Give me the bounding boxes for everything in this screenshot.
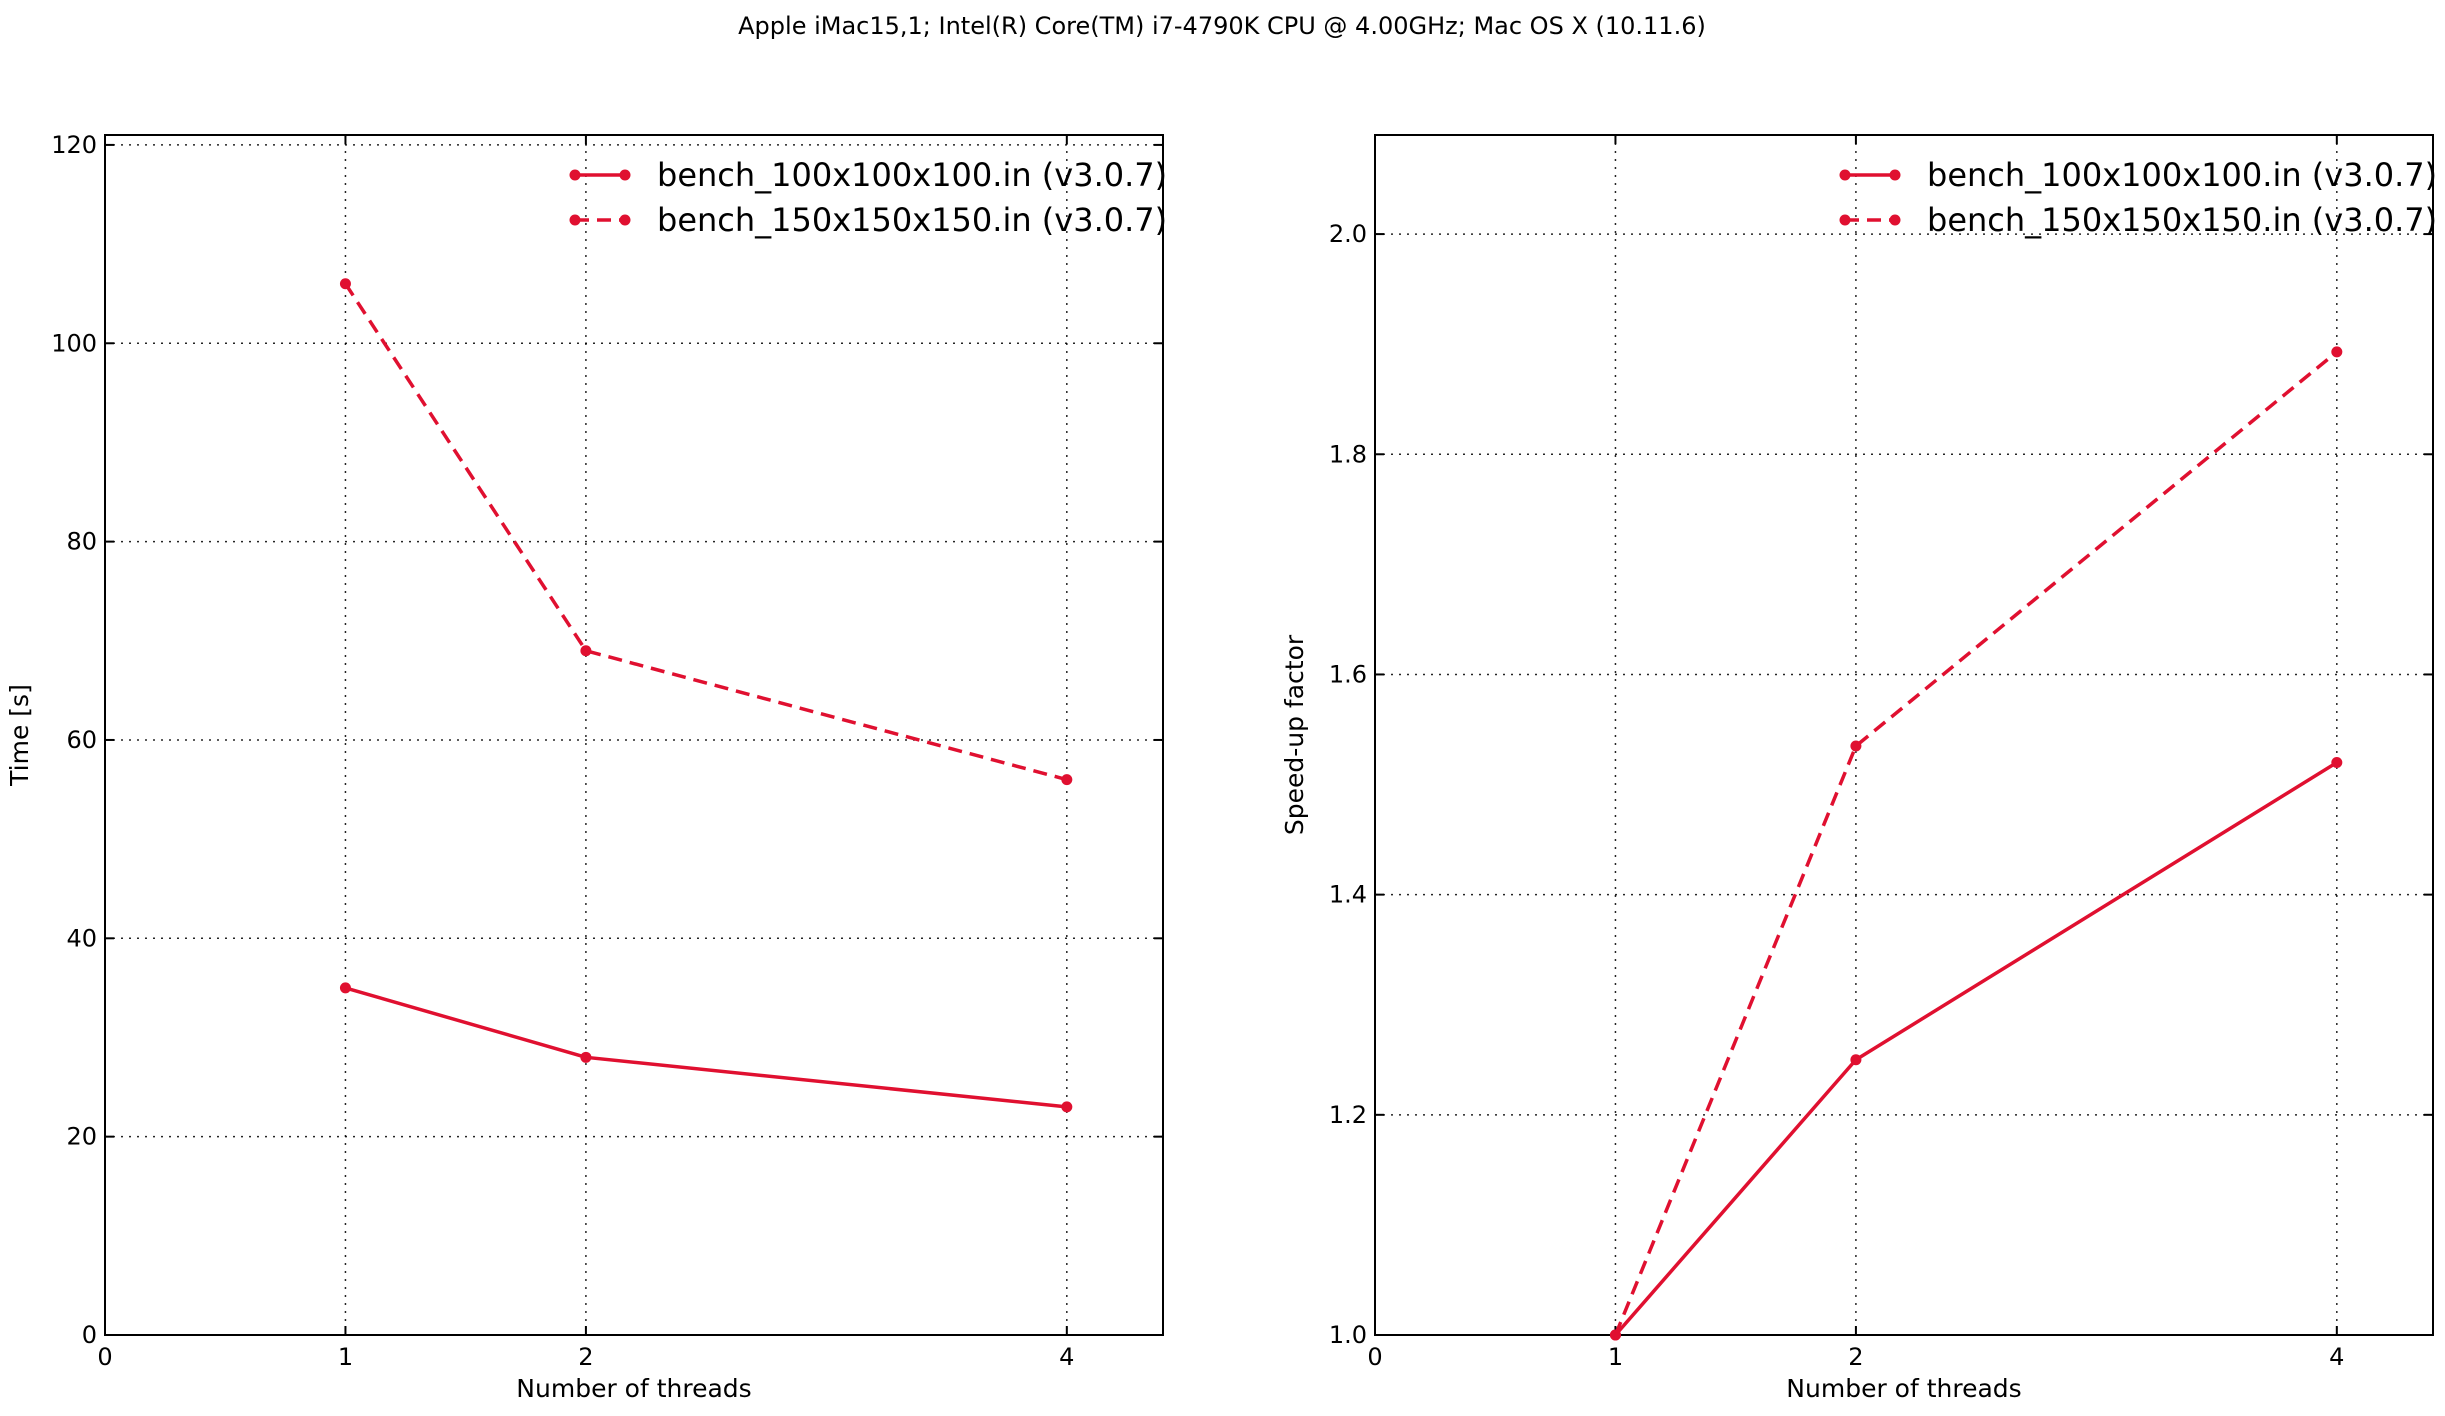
legend-swatch-marker (1889, 169, 1901, 181)
y-tick-label: 2.0 (1329, 220, 1367, 248)
data-point (2331, 346, 2343, 358)
y-tick-label: 120 (51, 131, 97, 159)
y-tick-label: 1.2 (1329, 1101, 1367, 1129)
legend-label: bench_100x100x100.in (v3.0.7) (657, 156, 1167, 194)
y-tick-label: 40 (66, 924, 97, 952)
y-tick-label: 1.8 (1329, 440, 1367, 468)
data-point (580, 1051, 592, 1063)
x-tick-label: 4 (2329, 1343, 2344, 1371)
data-point (1061, 1101, 1073, 1113)
legend-swatch-marker (619, 169, 631, 181)
y-tick-label: 80 (66, 528, 97, 556)
y-tick-label: 0 (82, 1321, 97, 1349)
legend-swatch-marker (1889, 214, 1901, 226)
y-tick-label: 1.0 (1329, 1321, 1367, 1349)
y-axis-label: Time [s] (5, 684, 34, 787)
x-tick-label: 4 (1059, 1343, 1074, 1371)
axes-frame (104, 134, 1164, 1336)
y-tick-label: 1.6 (1329, 660, 1367, 688)
y-tick-label: 20 (66, 1123, 97, 1151)
legend-swatch-marker (569, 169, 581, 181)
y-tick-label: 60 (66, 726, 97, 754)
legend-swatch-marker (619, 214, 631, 226)
y-axis-label: Speed-up factor (1280, 634, 1309, 835)
data-point (2331, 757, 2343, 769)
x-tick-label: 0 (1367, 1343, 1382, 1371)
data-point (1609, 1329, 1621, 1341)
series-line-1 (343, 282, 1068, 782)
x-tick-label: 0 (97, 1343, 112, 1371)
y-tick-label: 1.4 (1329, 881, 1367, 909)
x-tick-label: 1 (1608, 1343, 1623, 1371)
legend-label: bench_100x100x100.in (v3.0.7) (1927, 156, 2437, 194)
legend-swatch-marker (1839, 214, 1851, 226)
axes-frame (1374, 134, 2434, 1336)
x-tick-label: 2 (578, 1343, 593, 1371)
x-tick-label: 2 (1848, 1343, 1863, 1371)
x-axis-label: Number of threads (1786, 1374, 2021, 1403)
x-axis-label: Number of threads (516, 1374, 751, 1403)
legend-swatch-marker (1839, 169, 1851, 181)
data-point (1061, 774, 1073, 786)
data-point (580, 645, 592, 657)
speedup-chart-panel: 0 1 2 4 1.0 1.2 1.4 1.6 1.8 2.0 Number of threads S… (1280, 134, 2437, 1403)
data-point (1850, 740, 1862, 752)
y-tick-label: 100 (51, 329, 97, 357)
x-tick-label: 1 (338, 1343, 353, 1371)
legend-label: bench_150x150x150.in (v3.0.7) (657, 201, 1167, 239)
data-point (339, 278, 351, 290)
legend-swatch-marker (569, 214, 581, 226)
data-point (339, 982, 351, 994)
legend-label: bench_150x150x150.in (v3.0.7) (1927, 201, 2437, 239)
figure-suptitle: Apple iMac15,1; Intel(R) Core(TM) i7-479… (738, 12, 1706, 40)
data-point (1850, 1054, 1862, 1066)
